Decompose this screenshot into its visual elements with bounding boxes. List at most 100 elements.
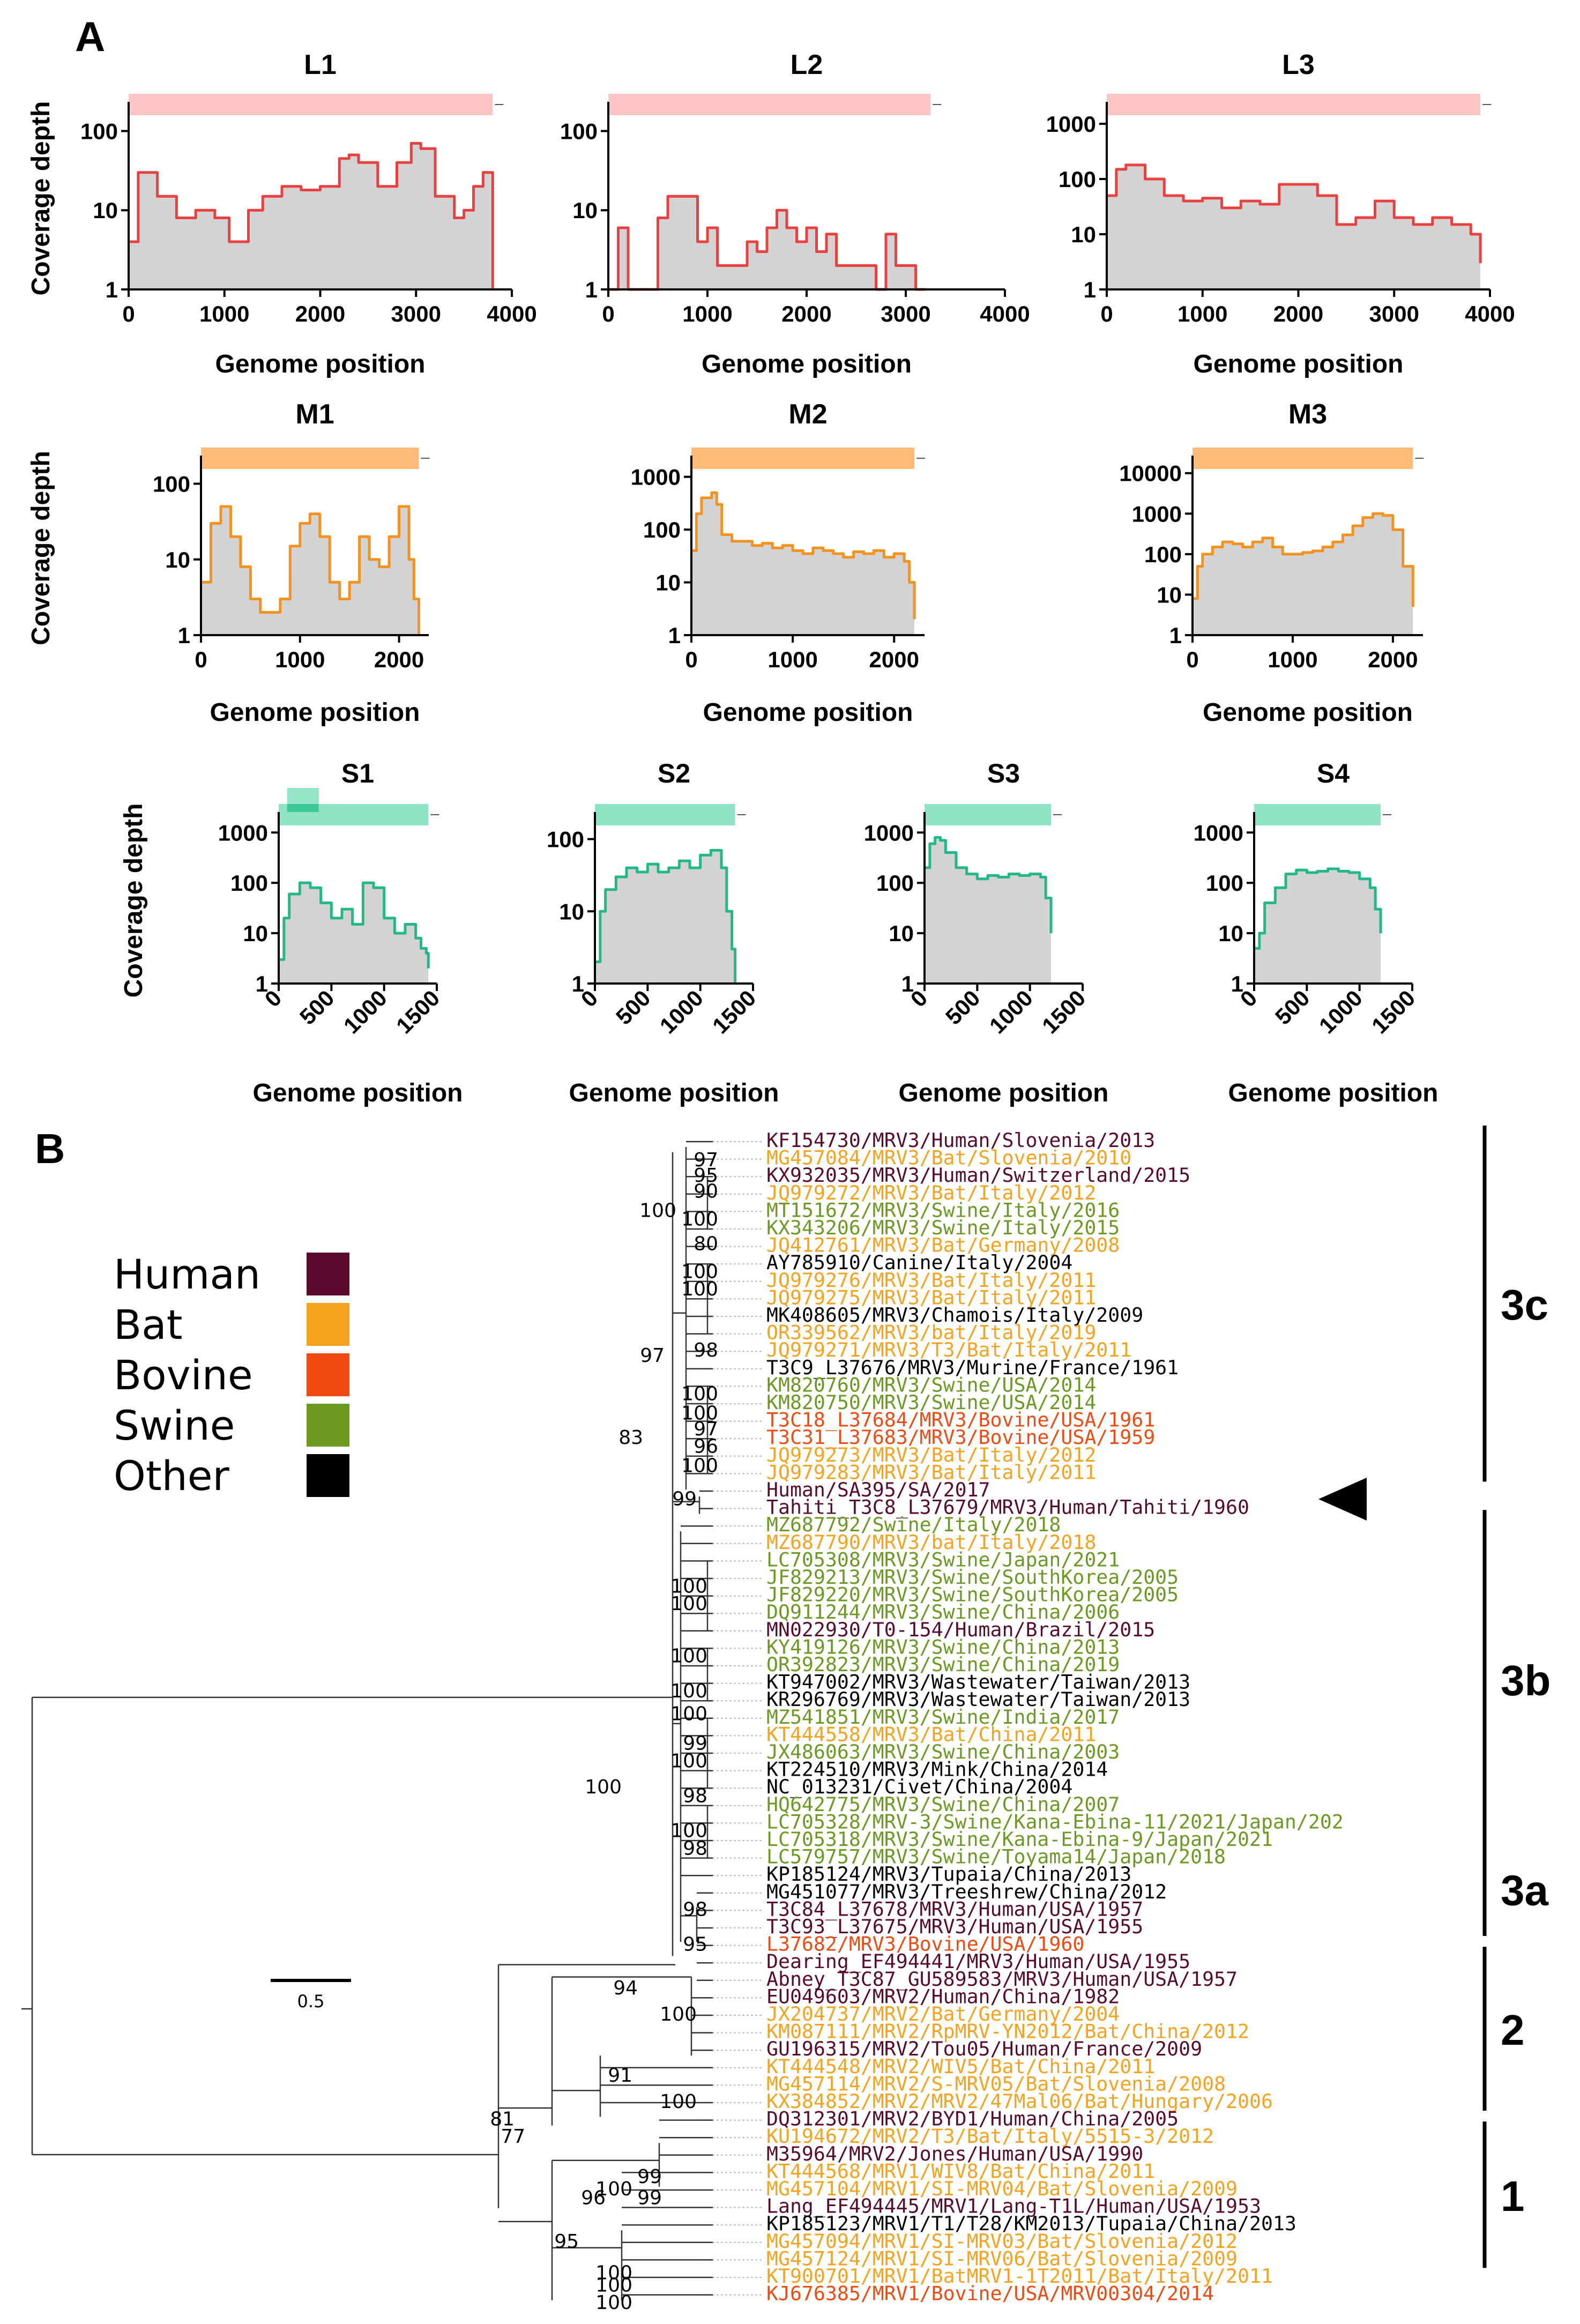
legend-label: Bovine [114,1351,253,1399]
taxon-label: MZ687792/Swine/Italy/2018 [766,1513,1061,1536]
bootstrap-value: 100 [639,1200,676,1221]
taxon-label: GU196315/MRV2/Tou05/Human/France/2009 [766,2037,1202,2060]
bootstrap-value: 100 [681,1261,718,1283]
taxon-label: KR296769/MRV3/Wastewater/Taiwan/2013 [766,1688,1190,1711]
bootstrap-value: 99 [672,1488,697,1510]
taxon-label: EU049603/MRV2/Human/China/1982 [766,1985,1120,2008]
taxon-label: JF829220/MRV3/Swine/SouthKorea/2005 [766,1583,1179,1606]
coverage-area [1254,869,1381,984]
y-tick-label: 10000 [1119,461,1182,486]
highlight-arrow [1318,1478,1367,1521]
x-tick-label: 1500 [707,985,761,1038]
x-axis-label: Genome position [898,1079,1108,1107]
gene-bar [925,804,1051,825]
x-tick-label: 1000 [339,985,392,1038]
bootstrap-value: 100 [670,1593,707,1615]
bootstrap-value: 100 [660,2003,697,2025]
legend-item-other: Other [114,1450,349,1501]
taxon-label: Abney_T3C87_GU589583/MRV3/Human/USA/1957 [766,1968,1238,1991]
y-tick-label: 1 [901,971,914,996]
x-tick-label: 1000 [985,985,1038,1038]
y-tick-label: 100 [80,118,118,144]
bootstrap-value: 100 [681,1278,718,1300]
x-tick-label: 2000 [1273,301,1323,326]
bootstrap-value: 99 [683,1733,707,1755]
x-axis-label: Genome position [215,350,425,378]
taxon-label: KX932035/MRV3/Human/Switzerland/2015 [766,1164,1190,1187]
x-tick-label: 1500 [391,985,444,1038]
legend-item-bat: Bat [114,1299,349,1350]
taxon-label: KT444568/MRV1/WIV8/Bat/China/2011 [766,2159,1155,2183]
coverage-area [1193,513,1413,635]
bootstrap-value: 100 [595,2178,632,2200]
bootstrap-value: 100 [670,1750,707,1772]
taxon-label: HQ642775/MRV3/Swine/China/2007 [766,1793,1120,1816]
coverage-line [595,848,737,984]
bootstrap-value: 91 [608,2065,632,2087]
y-tick-label: 100 [876,870,914,896]
taxon-label: NC_013231/Civet/China/2004 [766,1775,1072,1799]
y-tick-label: 1 [178,623,190,648]
bootstrap-value: 100 [670,1680,707,1702]
taxon-label: MG457104/MRV1/SI-MRV04/Bat/Slovenia/2009 [766,2177,1238,2200]
taxon-label: KM820750/MRV3/Swine/USA/2014 [766,1391,1096,1414]
taxon-label: KX384852/MRV2/MRV2/47Mal06/Bat/Hungary/2… [766,2090,1273,2113]
bootstrap-value: 99 [637,2187,662,2209]
taxon-label: LC705318/MRV3/Swine/Kana-Ebina-9/Japan/2… [766,1828,1273,1851]
bootstrap-value: 100 [660,2091,697,2113]
bootstrap-value: 100 [670,1645,707,1667]
taxon-label: T3C93_L37675/MRV3/Human/USA/1955 [766,1915,1143,1939]
bootstrap-value: 77 [501,2126,525,2148]
taxon-label: JQ979283/MRV3/Bat/Italy/2011 [766,1461,1096,1484]
bootstrap-value: 95 [694,1165,718,1187]
x-tick-label: 0 [195,647,207,672]
legend-label: Swine [114,1401,235,1449]
coverage-line [925,836,1053,934]
taxon-label: MK408605/MRV3/Chamois/Italy/2009 [766,1303,1143,1327]
taxon-label: LC579757/MRV3/Swine/Toyama14/Japan/2018 [766,1845,1226,1868]
coverage-line [279,881,430,969]
legend-label: Other [114,1451,229,1500]
bootstrap-value: 100 [670,1703,707,1725]
panel-a-label: A [75,13,105,60]
taxon-label: JX204737/MRV2/Bat/Germany/2004 [766,2002,1120,2025]
taxon-label: MZ541851/MRV3/Swine/India/2017 [766,1705,1120,1729]
x-tick-label: 0 [1100,301,1113,326]
taxon-label: LC705328/MRV-3/Swine/Kana-Ebina-11/2021/… [766,1810,1344,1833]
taxon-label: M35964/MRV2/Jones/Human/USA/1990 [766,2142,1143,2165]
x-tick-label: 1000 [1177,301,1227,326]
taxon-label: JX486063/MRV3/Swine/China/2003 [766,1740,1120,1763]
taxon-label: MN022930/T0-154/Human/Brazil/2015 [766,1618,1155,1641]
y-tick-label: 1 [572,971,584,996]
taxon-label: MZ687790/MRV3/bat/Italy/2018 [766,1531,1096,1554]
taxon-label: AY785910/Canine/Italy/2004 [766,1251,1072,1274]
x-axis-label: Genome position [703,698,913,727]
coverage-line [1107,163,1482,263]
x-tick-label: 2000 [295,301,345,326]
y-tick-label: 100 [560,118,598,144]
coverage-area [201,506,419,635]
taxon-label: T3C18_L37684/MRV3/Bovine/USA/1961 [766,1409,1155,1432]
phylogenetic-tree: KF154730/MRV3/Human/Slovenia/2013MG45708… [21,1126,1551,2314]
coverage-line [1254,867,1382,950]
coverage-area [595,850,735,984]
y-tick-label: 10 [655,570,681,595]
taxon-label: L37682/MRV3/Bovine/USA/1960 [766,1933,1084,1956]
y-tick-label: 1 [256,971,268,996]
bootstrap-value: 98 [694,1339,718,1361]
panel-b-label: B [35,1125,65,1172]
taxon-label: T3C9_L37676/MRV3/Murine/France/1961 [766,1356,1179,1380]
taxon-label: T3C31_L37683/MRV3/Bovine/USA/1959 [766,1426,1155,1449]
x-tick-label: 500 [295,985,339,1030]
y-tick-label: 1000 [218,820,268,845]
x-axis-label: Genome position [210,698,420,727]
taxon-label: KT444558/MRV3/Bat/China/2011 [766,1723,1096,1746]
x-tick-label: 2000 [374,647,424,672]
coverage-chart-m2: M2 1 10 100 1000 0 1000 2000 Genome position [631,399,926,727]
taxon-label: JQ979271/MRV3/T3/Bat/Italy/2011 [766,1338,1131,1361]
x-axis-label: Genome position [1203,698,1413,727]
